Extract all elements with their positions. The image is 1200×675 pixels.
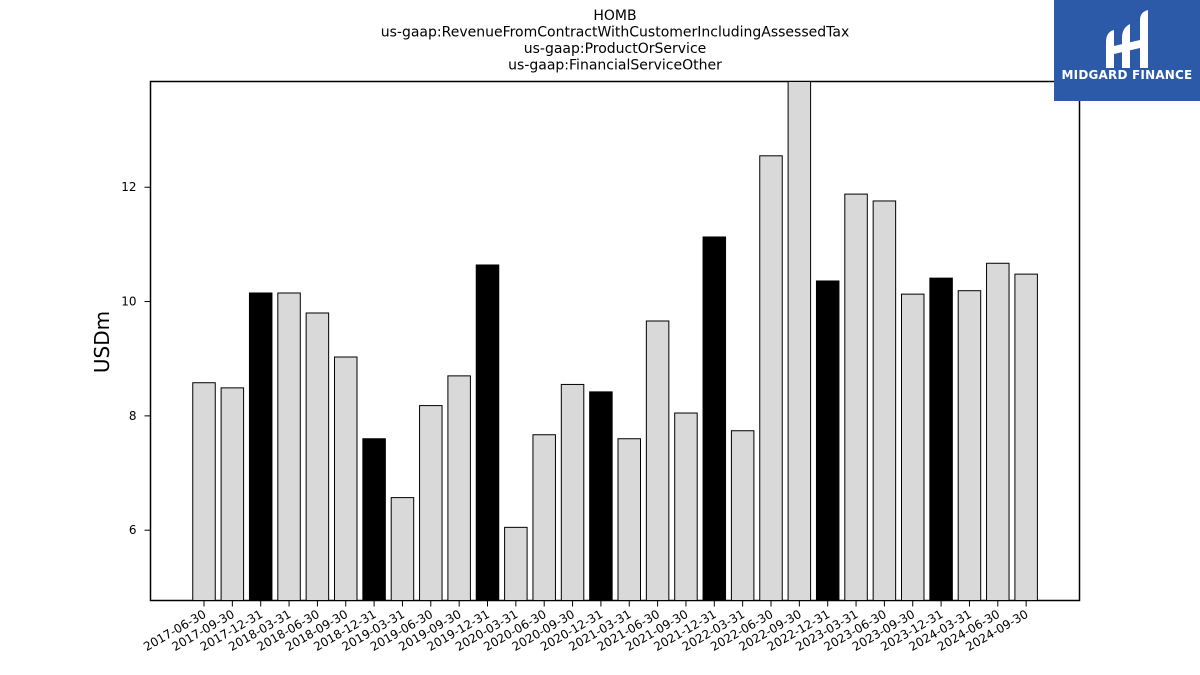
bar-2020-09-30 <box>560 383 585 601</box>
bar-2017-06-30 <box>192 382 216 602</box>
bar-2023-12-31 <box>929 277 953 601</box>
bar-2023-03-31 <box>844 193 868 601</box>
bar-2018-12-31 <box>362 438 386 601</box>
bar-2022-03-31 <box>730 430 755 601</box>
bar-2019-09-30 <box>447 375 471 601</box>
y-tick-label: 8 <box>129 409 137 423</box>
bar-2024-09-30 <box>1014 273 1038 601</box>
bar-2018-09-30 <box>334 356 358 601</box>
bar-2020-03-31 <box>504 526 528 602</box>
y-axis-label: USDm <box>90 311 114 373</box>
logo-text: MIDGARD FINANCE <box>1061 68 1193 82</box>
plot-area-frame <box>149 80 1081 602</box>
bar-2017-09-30 <box>220 387 245 601</box>
bar-2023-09-30 <box>901 293 925 601</box>
chart-title-line: us-gaap:FinancialServiceOther <box>508 58 722 74</box>
bar-2022-12-31 <box>815 280 840 601</box>
y-tick-label: 10 <box>121 295 136 309</box>
bar-2021-09-30 <box>674 412 698 601</box>
logo-mark-icon <box>1106 10 1148 68</box>
chart-title-line: HOMB <box>593 8 636 24</box>
bar-2024-06-30 <box>986 262 1010 601</box>
chart-title-line: us-gaap:ProductOrService <box>524 41 707 57</box>
bar-2017-12-31 <box>248 292 273 601</box>
bar-2023-06-30 <box>872 200 897 602</box>
bar-2020-12-31 <box>589 391 613 601</box>
bar-2018-06-30 <box>305 312 330 601</box>
bar-2024-03-31 <box>957 290 982 601</box>
y-tick-label: 12 <box>121 180 136 194</box>
y-axis-ticks: 6 8 10 12 <box>121 180 151 537</box>
bar-2019-03-31 <box>390 497 415 601</box>
bar-2019-06-30 <box>419 405 443 601</box>
x-axis-ticks: 2017-06-302017-09-302017-12-312018-03-31… <box>141 600 1031 654</box>
bar-2020-06-30 <box>532 434 556 601</box>
bar-2021-06-30 <box>645 320 670 601</box>
y-tick-label: 6 <box>129 523 137 537</box>
chart-title-line: us-gaap:RevenueFromContractWithCustomerI… <box>381 25 850 41</box>
bar-2019-12-31 <box>475 264 500 601</box>
bar-2021-03-31 <box>617 438 641 601</box>
bars <box>192 81 1038 602</box>
bar-2021-12-31 <box>702 236 727 601</box>
midgard-finance-logo: MIDGARD FINANCE <box>1054 0 1200 101</box>
chart-title: HOMBus-gaap:RevenueFromContractWithCusto… <box>381 8 850 74</box>
bar-2022-09-30 <box>787 81 812 601</box>
bar-2018-03-31 <box>277 292 301 601</box>
bar-2022-06-30 <box>759 155 783 601</box>
